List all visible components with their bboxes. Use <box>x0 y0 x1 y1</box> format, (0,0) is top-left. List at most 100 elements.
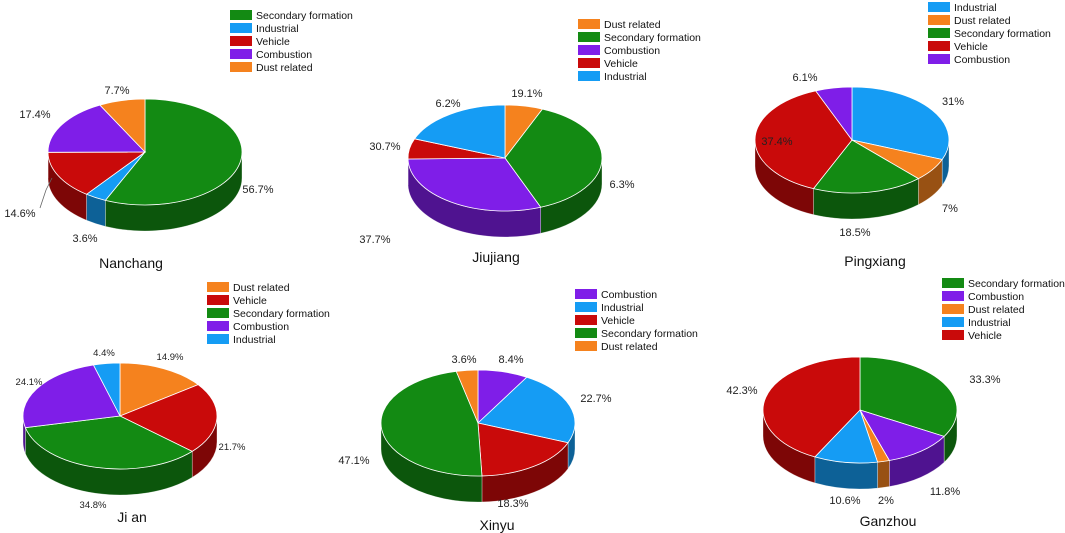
legend-label-xinyu-dust-related: Dust related <box>601 341 658 353</box>
pie-slice-xinyu-secondary-formation <box>380 370 483 477</box>
pie-label-nanchang-secondary-formation: 56.7% <box>242 184 273 196</box>
pie-label-ji-an-dust-related: 14.9% <box>157 352 184 363</box>
legend-label-pingxiang-vehicle: Vehicle <box>954 41 988 53</box>
legend-label-ji-an-dust-related: Dust related <box>233 282 290 294</box>
legend-label-ganzhou-dust-related: Dust related <box>968 304 1025 316</box>
pie-label-xinyu-vehicle: 18.3% <box>497 498 528 510</box>
legend-nanchang: Secondary formationIndustrialVehicleComb… <box>230 10 353 74</box>
pie-side-ganzhou-dust-related <box>877 460 890 489</box>
pie-label-pingxiang-vehicle: 37.4% <box>761 136 792 148</box>
pie-chart-ganzhou: 33.3% 11.8% 2% 10.6% 42.3% Ganzhou Secondary f… <box>726 278 1065 529</box>
legend-label-jiujiang-dust-related: Dust related <box>604 19 661 31</box>
pie-slice-pingxiang-industrial <box>851 86 950 160</box>
legend-swatch-jiujiang-combustion <box>578 45 600 55</box>
legend-swatch-nanchang-combustion <box>230 49 252 59</box>
legend-label-nanchang-vehicle: Vehicle <box>256 36 290 48</box>
legend-swatch-xinyu-industrial <box>575 302 597 312</box>
pie-slice-nanchang-vehicle <box>47 151 147 195</box>
legend-swatch-xinyu-secondary-formation <box>575 328 597 338</box>
pie-slice-ganzhou-combustion <box>859 409 945 461</box>
pie-title-xinyu: Xinyu <box>479 517 514 533</box>
legend-swatch-pingxiang-secondary-formation <box>928 28 950 38</box>
legend-label-ganzhou-vehicle: Vehicle <box>968 330 1002 342</box>
pie-slice-nanchang-combustion <box>47 104 146 153</box>
legend-swatch-xinyu-vehicle <box>575 315 597 325</box>
pie-label-jiujiang-vehicle: 6.2% <box>435 98 460 110</box>
pie-label-jiujiang-secondary-formation: 37.7% <box>359 234 390 246</box>
legend-swatch-nanchang-industrial <box>230 23 252 33</box>
pie-slice-xinyu-dust-related <box>455 369 479 424</box>
legend-swatch-pingxiang-vehicle <box>928 41 950 51</box>
legend-swatch-nanchang-secondary-formation <box>230 10 252 20</box>
pie-slice-xinyu-industrial <box>477 376 576 444</box>
pie-slice-ganzhou-vehicle <box>762 356 861 458</box>
legend-label-jiujiang-secondary-formation: Secondary formation <box>604 32 701 44</box>
legend-label-jiujiang-vehicle: Vehicle <box>604 58 638 70</box>
pie-label-nanchang-industrial: 3.6% <box>72 233 97 245</box>
legend-label-xinyu-combustion: Combustion <box>601 289 657 301</box>
pie-label-pingxiang-combustion: 6.1% <box>792 72 817 84</box>
legend-swatch-ji-an-industrial <box>207 334 229 344</box>
legend-swatch-xinyu-dust-related <box>575 341 597 351</box>
legend-label-nanchang-combustion: Combustion <box>256 49 312 61</box>
pie-label-jiujiang-industrial: 19.1% <box>511 88 542 100</box>
legend-swatch-ganzhou-combustion <box>942 291 964 301</box>
legend-swatch-jiujiang-vehicle <box>578 58 600 68</box>
pie-label-ji-an-vehicle: 21.7% <box>219 442 246 453</box>
pie-label-xinyu-secondary-formation: 47.1% <box>338 455 369 467</box>
legend-swatch-ganzhou-secondary-formation <box>942 278 964 288</box>
legend-swatch-pingxiang-dust-related <box>928 15 950 25</box>
pie-slice-nanchang-secondary-formation <box>104 98 243 206</box>
pie-slice-pingxiang-vehicle <box>754 90 853 190</box>
pie-slice-pingxiang-combustion <box>815 86 853 142</box>
legend-label-ganzhou-secondary-formation: Secondary formation <box>968 278 1065 290</box>
legend-label-jiujiang-industrial: Industrial <box>604 71 647 83</box>
pie-chart-pingxiang: 31% 7% 18.5% 37.4% 6.1% Pingxiang IndustrialDu… <box>754 2 1051 269</box>
pie-title-ganzhou: Ganzhou <box>860 513 917 529</box>
pie-label-nanchang-vehicle: 14.6% <box>4 208 35 220</box>
legend-label-xinyu-vehicle: Vehicle <box>601 315 635 327</box>
pie-slice-ji-an-vehicle <box>119 384 218 452</box>
pie-title-pingxiang: Pingxiang <box>844 253 906 269</box>
pie-leader-line <box>39 177 53 209</box>
legend-label-xinyu-secondary-formation: Secondary formation <box>601 328 698 340</box>
legend-swatch-ganzhou-industrial <box>942 317 964 327</box>
legend-label-ganzhou-industrial: Industrial <box>968 317 1011 329</box>
legend-swatch-ganzhou-vehicle <box>942 330 964 340</box>
legend-swatch-jiujiang-dust-related <box>578 19 600 29</box>
pie-chart-ji-an: 14.9% 21.7% 34.8% 24.1% 4.4% Ji an Dust relate… <box>16 282 330 525</box>
pie-chart-xinyu: 8.4% 22.7% 18.3% 47.1% 3.6% Xinyu CombustionIn… <box>338 289 698 533</box>
pie-label-jiujiang-dust-related: 6.3% <box>609 179 634 191</box>
legend-swatch-nanchang-vehicle <box>230 36 252 46</box>
pie-slice-jiujiang-secondary-formation <box>504 108 603 208</box>
pie-label-ji-an-combustion: 24.1% <box>16 377 43 388</box>
legend-label-nanchang-industrial: Industrial <box>256 23 299 35</box>
pie-slice-ganzhou-secondary-formation <box>859 356 958 437</box>
legend-swatch-ji-an-dust-related <box>207 282 229 292</box>
pie-label-jiujiang-combustion: 30.7% <box>369 141 400 153</box>
legend-label-xinyu-industrial: Industrial <box>601 302 644 314</box>
pie-slice-ji-an-secondary-formation <box>24 415 194 470</box>
legend-label-ji-an-industrial: Industrial <box>233 334 276 346</box>
legend-swatch-ji-an-combustion <box>207 321 229 331</box>
pie-slice-xinyu-vehicle <box>477 422 569 477</box>
pie-label-ganzhou-combustion: 11.8% <box>930 486 961 498</box>
pie-slice-jiujiang-combustion <box>407 157 542 212</box>
pie-label-ganzhou-dust-related: 2% <box>878 495 894 507</box>
pie-label-ji-an-secondary-formation: 34.8% <box>80 500 107 511</box>
legend-label-ji-an-vehicle: Vehicle <box>233 295 267 307</box>
pie-label-ganzhou-industrial: 10.6% <box>829 495 860 507</box>
legend-label-pingxiang-dust-related: Dust related <box>954 15 1011 27</box>
pie-label-xinyu-combustion: 8.4% <box>498 354 523 366</box>
pie-title-nanchang: Nanchang <box>99 255 163 271</box>
pie-label-pingxiang-dust-related: 7% <box>942 203 958 215</box>
pie-slice-jiujiang-industrial <box>413 104 506 159</box>
pie-slice-ji-an-combustion <box>22 364 121 429</box>
pie-chart-jiujiang: 6.3% 37.7% 30.7% 6.2% 19.1% Jiujiang Dust rela… <box>359 19 701 265</box>
pie-sides-pingxiang <box>754 139 950 220</box>
legend-swatch-jiujiang-industrial <box>578 71 600 81</box>
